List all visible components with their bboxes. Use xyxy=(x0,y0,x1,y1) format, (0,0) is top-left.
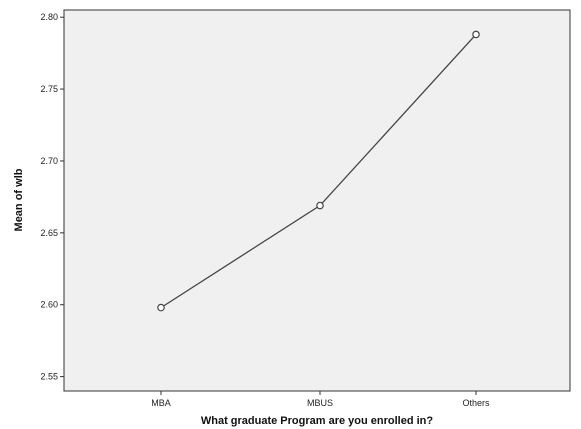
y-tick-label: 2.60 xyxy=(40,300,58,310)
x-axis: MBA MBUS Others xyxy=(151,391,490,408)
y-tick-label: 2.70 xyxy=(40,156,58,166)
data-point xyxy=(316,201,324,210)
data-points xyxy=(157,30,480,312)
y-axis-title: Mean of wlb xyxy=(13,168,25,231)
y-tick-label: 2.80 xyxy=(40,12,58,22)
plot-area xyxy=(63,9,571,392)
x-tick-label: MBUS xyxy=(307,398,333,408)
data-point xyxy=(472,30,480,39)
x-tick-label: Others xyxy=(462,398,490,408)
y-tick-label: 2.65 xyxy=(40,228,58,238)
y-axis: 2.55 2.60 2.65 2.70 2.75 2.80 xyxy=(40,12,64,382)
y-tick-label: 2.55 xyxy=(40,372,58,382)
y-tick-label: 2.75 xyxy=(40,84,58,94)
x-axis-title: What graduate Program are you enrolled i… xyxy=(201,415,434,427)
data-point xyxy=(157,303,165,312)
x-tick-label: MBA xyxy=(151,398,171,408)
